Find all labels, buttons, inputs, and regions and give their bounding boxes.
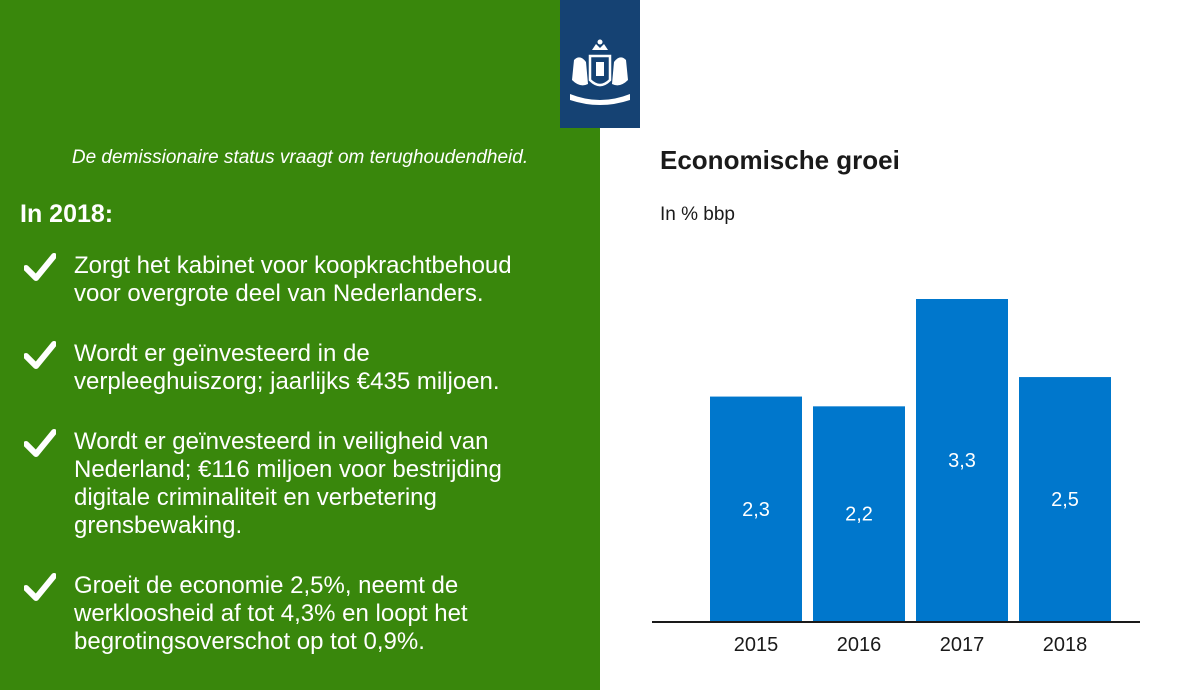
chart-unit-label: In % bbp bbox=[660, 204, 735, 225]
list-item: Wordt er geïnvesteerd in de verpleeghuis… bbox=[24, 340, 584, 396]
bar-2017 bbox=[916, 299, 1008, 621]
bar-2016 bbox=[813, 406, 905, 621]
bar-value-label: 2,3 bbox=[742, 499, 770, 521]
bar-value-label: 3,3 bbox=[948, 450, 976, 472]
bar-value-label: 2,5 bbox=[1051, 489, 1079, 511]
year-heading: In 2018: bbox=[20, 200, 114, 228]
list-item-text: Zorgt het kabinet voor koopkrachtbehoud … bbox=[74, 252, 512, 307]
list-item: Zorgt het kabinet voor koopkrachtbehoud … bbox=[24, 252, 584, 308]
coat-of-arms-logo bbox=[560, 0, 640, 128]
checkmark-icon bbox=[24, 428, 74, 458]
checkmark-icon bbox=[24, 252, 74, 282]
measures-list: Zorgt het kabinet voor koopkrachtbehoud … bbox=[24, 252, 584, 688]
bar-chart: 2,3 2015 2,2 2016 3,3 2017 2,5 2018 bbox=[652, 299, 1140, 656]
bar-2018 bbox=[1019, 377, 1111, 621]
checkmark-icon bbox=[24, 340, 74, 370]
intro-text: De demissionaire status vraagt om terugh… bbox=[71, 147, 529, 168]
x-tick-label: 2018 bbox=[1043, 634, 1088, 656]
list-item: Groeit de economie 2,5%, neemt de werklo… bbox=[24, 572, 584, 656]
list-item-text: Wordt er geïnvesteerd in de verpleeghuis… bbox=[74, 340, 500, 395]
x-tick-label: 2015 bbox=[734, 634, 779, 656]
chart-title: Economische groei bbox=[660, 145, 900, 175]
bar-2015 bbox=[710, 396, 802, 621]
checkmark-icon bbox=[24, 572, 74, 602]
list-item: Wordt er geïnvesteerd in veiligheid van … bbox=[24, 428, 584, 540]
x-tick-label: 2016 bbox=[837, 634, 882, 656]
x-tick-label: 2017 bbox=[940, 634, 985, 656]
summary-panel: De demissionaire status vraagt om terugh… bbox=[0, 0, 600, 690]
list-item-text: Wordt er geïnvesteerd in veiligheid van … bbox=[74, 428, 502, 539]
bar-value-label: 2,2 bbox=[845, 504, 873, 526]
list-item-text: Groeit de economie 2,5%, neemt de werklo… bbox=[74, 572, 468, 655]
